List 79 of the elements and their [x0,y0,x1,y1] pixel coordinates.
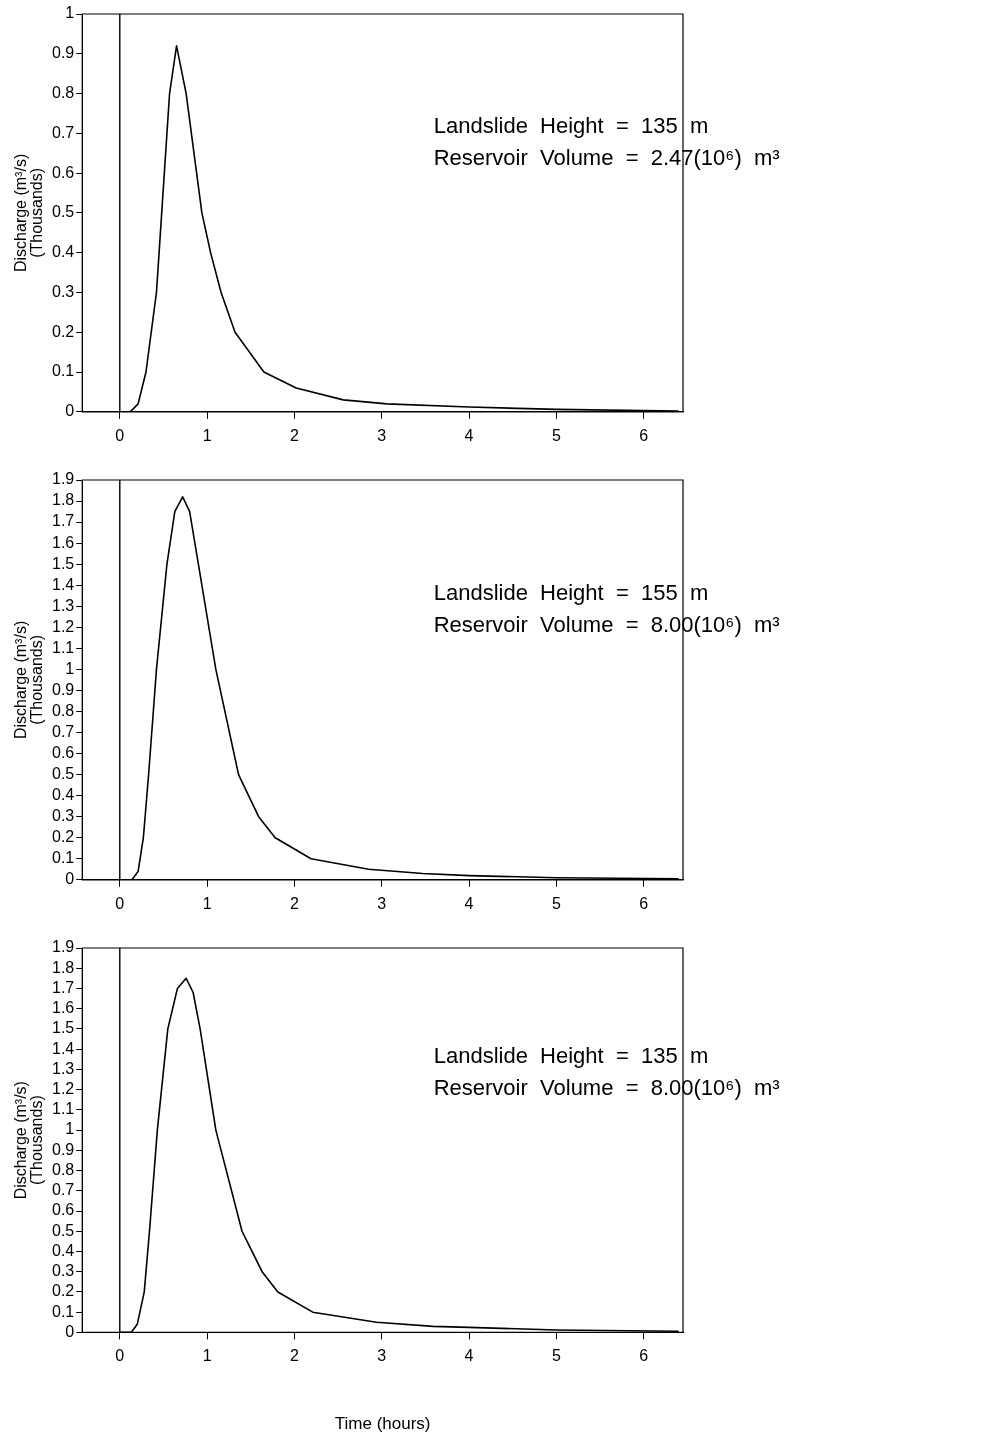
x-tick-label: 3 [377,1347,387,1365]
x-tick-label: 5 [551,1347,561,1365]
y-axis-title: Discharge (m³/s) (Thousands) [12,620,46,740]
x-tick-label: 3 [377,894,387,912]
y-tick-label: 0.2 [51,828,75,846]
annotation: Landslide Height = 135 m [433,1043,709,1069]
y-tick-label: 0.5 [51,203,75,221]
x-tick-label: 6 [639,426,649,444]
y-tick-label: 1.6 [51,533,75,551]
x-tick-label: 1 [202,894,212,912]
x-tick-label: 5 [551,426,561,444]
x-tick-label: 4 [464,894,474,912]
y-tick-label: 0.4 [51,1241,75,1259]
x-tick-label: 0 [115,426,125,444]
y-tick-label: 1.3 [51,596,75,614]
y-tick-label: 1.8 [51,958,75,976]
x-tick-label: 6 [639,1347,649,1365]
x-tick-label: 5 [551,894,561,912]
y-tick-label: 1.8 [51,491,75,509]
y-tick-label: 1.7 [51,978,75,996]
y-tick-label: 1.9 [51,938,75,956]
y-tick-label: 1 [65,1120,75,1138]
y-tick-label: 0.7 [51,123,75,141]
y-axis-title: Discharge (m³/s) (Thousands) [12,153,46,273]
y-tick-label: 0.5 [51,1221,75,1239]
y-tick-label: 0 [65,402,75,420]
x-tick-label: 2 [289,426,299,444]
y-tick-label: 0.7 [51,722,75,740]
x-tick-label: 0 [115,1347,125,1365]
y-tick-label: 0 [65,870,75,888]
y-tick-label: 0.5 [51,765,75,782]
y-tick-label: 1.4 [51,1039,75,1057]
y-tick-label: 0.1 [51,849,75,867]
x-tick-label: 1 [202,1347,212,1365]
y-tick-label: 0.4 [51,243,75,261]
y-tick-label: 0.8 [51,701,75,719]
x-tick-label: 1 [202,426,212,444]
y-tick-label: 1.2 [51,1080,75,1098]
y-tick-label: 0 [65,1322,75,1340]
y-tick-label: 0.6 [51,163,75,181]
y-tick-label: 1.6 [51,999,75,1017]
y-tick-label: 1.2 [51,617,75,635]
y-tick-label: 1.9 [51,470,75,488]
y-tick-label: 0.8 [51,1160,75,1178]
x-tick-label: 4 [464,426,474,444]
x-tick-label: 0 [115,894,125,912]
y-tick-label: 0.1 [51,1302,75,1320]
y-tick-label: 0.1 [51,362,75,380]
y-tick-label: 0.2 [51,1282,75,1300]
y-tick-label: 1 [65,659,75,677]
y-tick-label: 0.4 [51,786,75,804]
x-tick-label: 4 [464,1347,474,1365]
annotation: Landslide Height = 155 m [433,579,709,605]
y-tick-label: 0.3 [51,807,75,825]
y-tick-label: 0.9 [51,680,75,698]
y-tick-label: 0.3 [51,1262,75,1280]
y-tick-label: 0.6 [51,1201,75,1219]
y-tick-label: 1.1 [51,638,75,656]
y-tick-label: 0.9 [51,1140,75,1158]
annotation: Landslide Height = 135 m [433,113,709,139]
x-tick-label: 2 [289,894,299,912]
x-tick-label: 6 [639,894,649,912]
y-tick-label: 0.6 [51,743,75,761]
y-axis-title: Discharge (m³/s) (Thousands) [12,1081,46,1200]
y-tick-label: 1.5 [51,554,75,572]
x-tick-label: 2 [289,1347,299,1365]
y-tick-label: 1.3 [51,1059,75,1077]
y-tick-label: 0.2 [51,322,75,340]
y-tick-label: 1.7 [51,512,75,530]
y-tick-label: 1.5 [51,1019,75,1037]
x-tick-label: 3 [377,426,387,444]
y-tick-label: 1.4 [51,575,75,593]
y-tick-label: 0.3 [51,282,75,300]
y-tick-label: 0.7 [51,1181,75,1199]
y-tick-label: 0.8 [51,83,75,101]
x-axis-title: Time (hours) [334,1414,431,1434]
y-tick-label: 0.9 [51,44,75,62]
y-tick-label: 1.1 [51,1100,75,1118]
y-tick-label: 1 [65,4,75,22]
